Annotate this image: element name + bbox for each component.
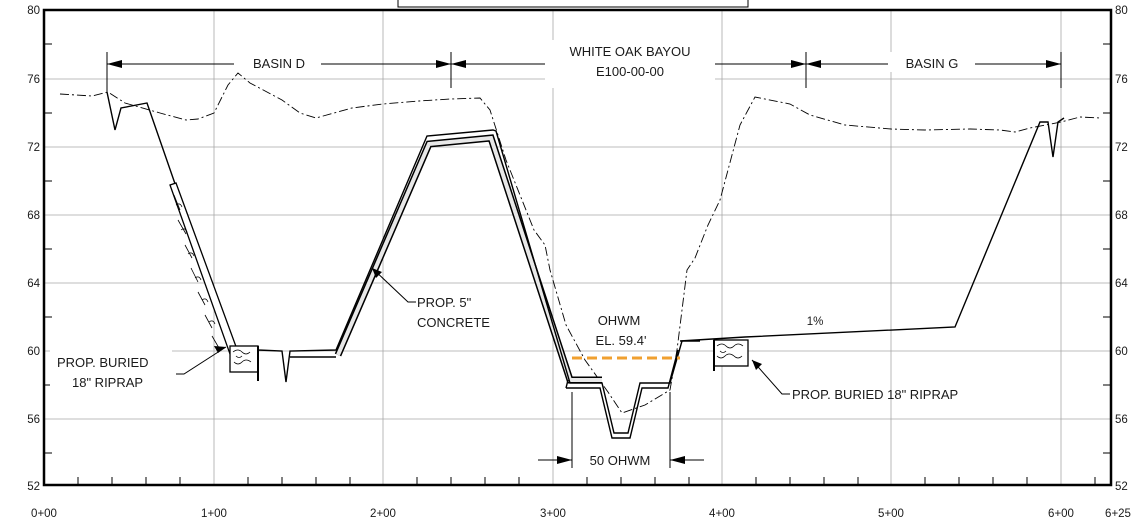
leaders [176,267,790,395]
y-tick-left: 64 [27,278,40,290]
existing-ground-line [59,72,1102,414]
x-tick: 0+00 [31,508,57,520]
title-box [397,0,749,8]
y-tick-right: 64 [1115,278,1128,290]
channel-id-label: E100-00-00 [596,64,664,79]
y-tick-right: 56 [1115,414,1128,426]
x-tick: 2+00 [370,508,396,520]
ohwm-label-line2: EL. 59.4' [596,333,647,348]
x-tick: 1+00 [201,508,227,520]
riprap-right-label: PROP. BURIED 18" RIPRAP [792,387,958,402]
y-tick-left: 60 [27,346,40,358]
grid [44,10,1111,485]
dimension-lines [106,52,1062,92]
x-tick: 3+00 [540,508,566,520]
ohwm-width-label: 50 OHWM [590,453,651,468]
tick-marks [44,43,1111,485]
y-tick-left: 72 [27,142,40,154]
slope-label: 1% [807,316,824,328]
proposed-section-right [679,117,1065,342]
x-tick: 6+00 [1048,508,1074,520]
channel-name-label: WHITE OAK BAYOU [569,44,690,59]
x-axis: 0+00 1+00 2+00 3+00 4+00 5+00 6+00 6+25 [31,508,1131,520]
y-tick-left: 80 [27,5,40,17]
left-riprap [169,182,259,381]
ohwm-label-line1: OHWM [598,313,641,328]
y-tick-right: 68 [1115,210,1128,222]
basin-g-label: BASIN G [906,56,959,71]
riprap-left-label-line1: PROP. BURIED [57,355,149,370]
y-tick-right: 60 [1115,346,1128,358]
y-tick-left: 56 [27,414,40,426]
x-tick: 4+00 [709,508,735,520]
y-tick-right: 80 [1115,5,1128,17]
right-riprap [713,339,749,371]
concrete-label-line2: CONCRETE [417,315,490,330]
y-tick-right: 52 [1115,481,1128,493]
channel-bottom [495,130,700,434]
y-axis-left: 80 76 72 68 64 60 56 52 [27,5,40,493]
x-tick: 6+25 [1105,508,1131,520]
concrete-label-line1: PROP. 5" [417,295,472,310]
y-tick-left: 52 [27,481,40,493]
y-tick-left: 68 [27,210,40,222]
drawing-frame [42,8,1113,487]
y-tick-left: 76 [27,74,40,86]
proposed-section-left [106,91,497,383]
y-axis-right: 80 76 72 68 64 60 56 52 [1115,5,1128,493]
y-tick-right: 72 [1115,142,1128,154]
y-tick-right: 76 [1115,74,1128,86]
basin-d-label: BASIN D [253,56,305,71]
x-tick: 5+00 [878,508,904,520]
ohwm-dimension [538,392,704,468]
riprap-left-label-line2: 18" RIPRAP [72,375,143,390]
